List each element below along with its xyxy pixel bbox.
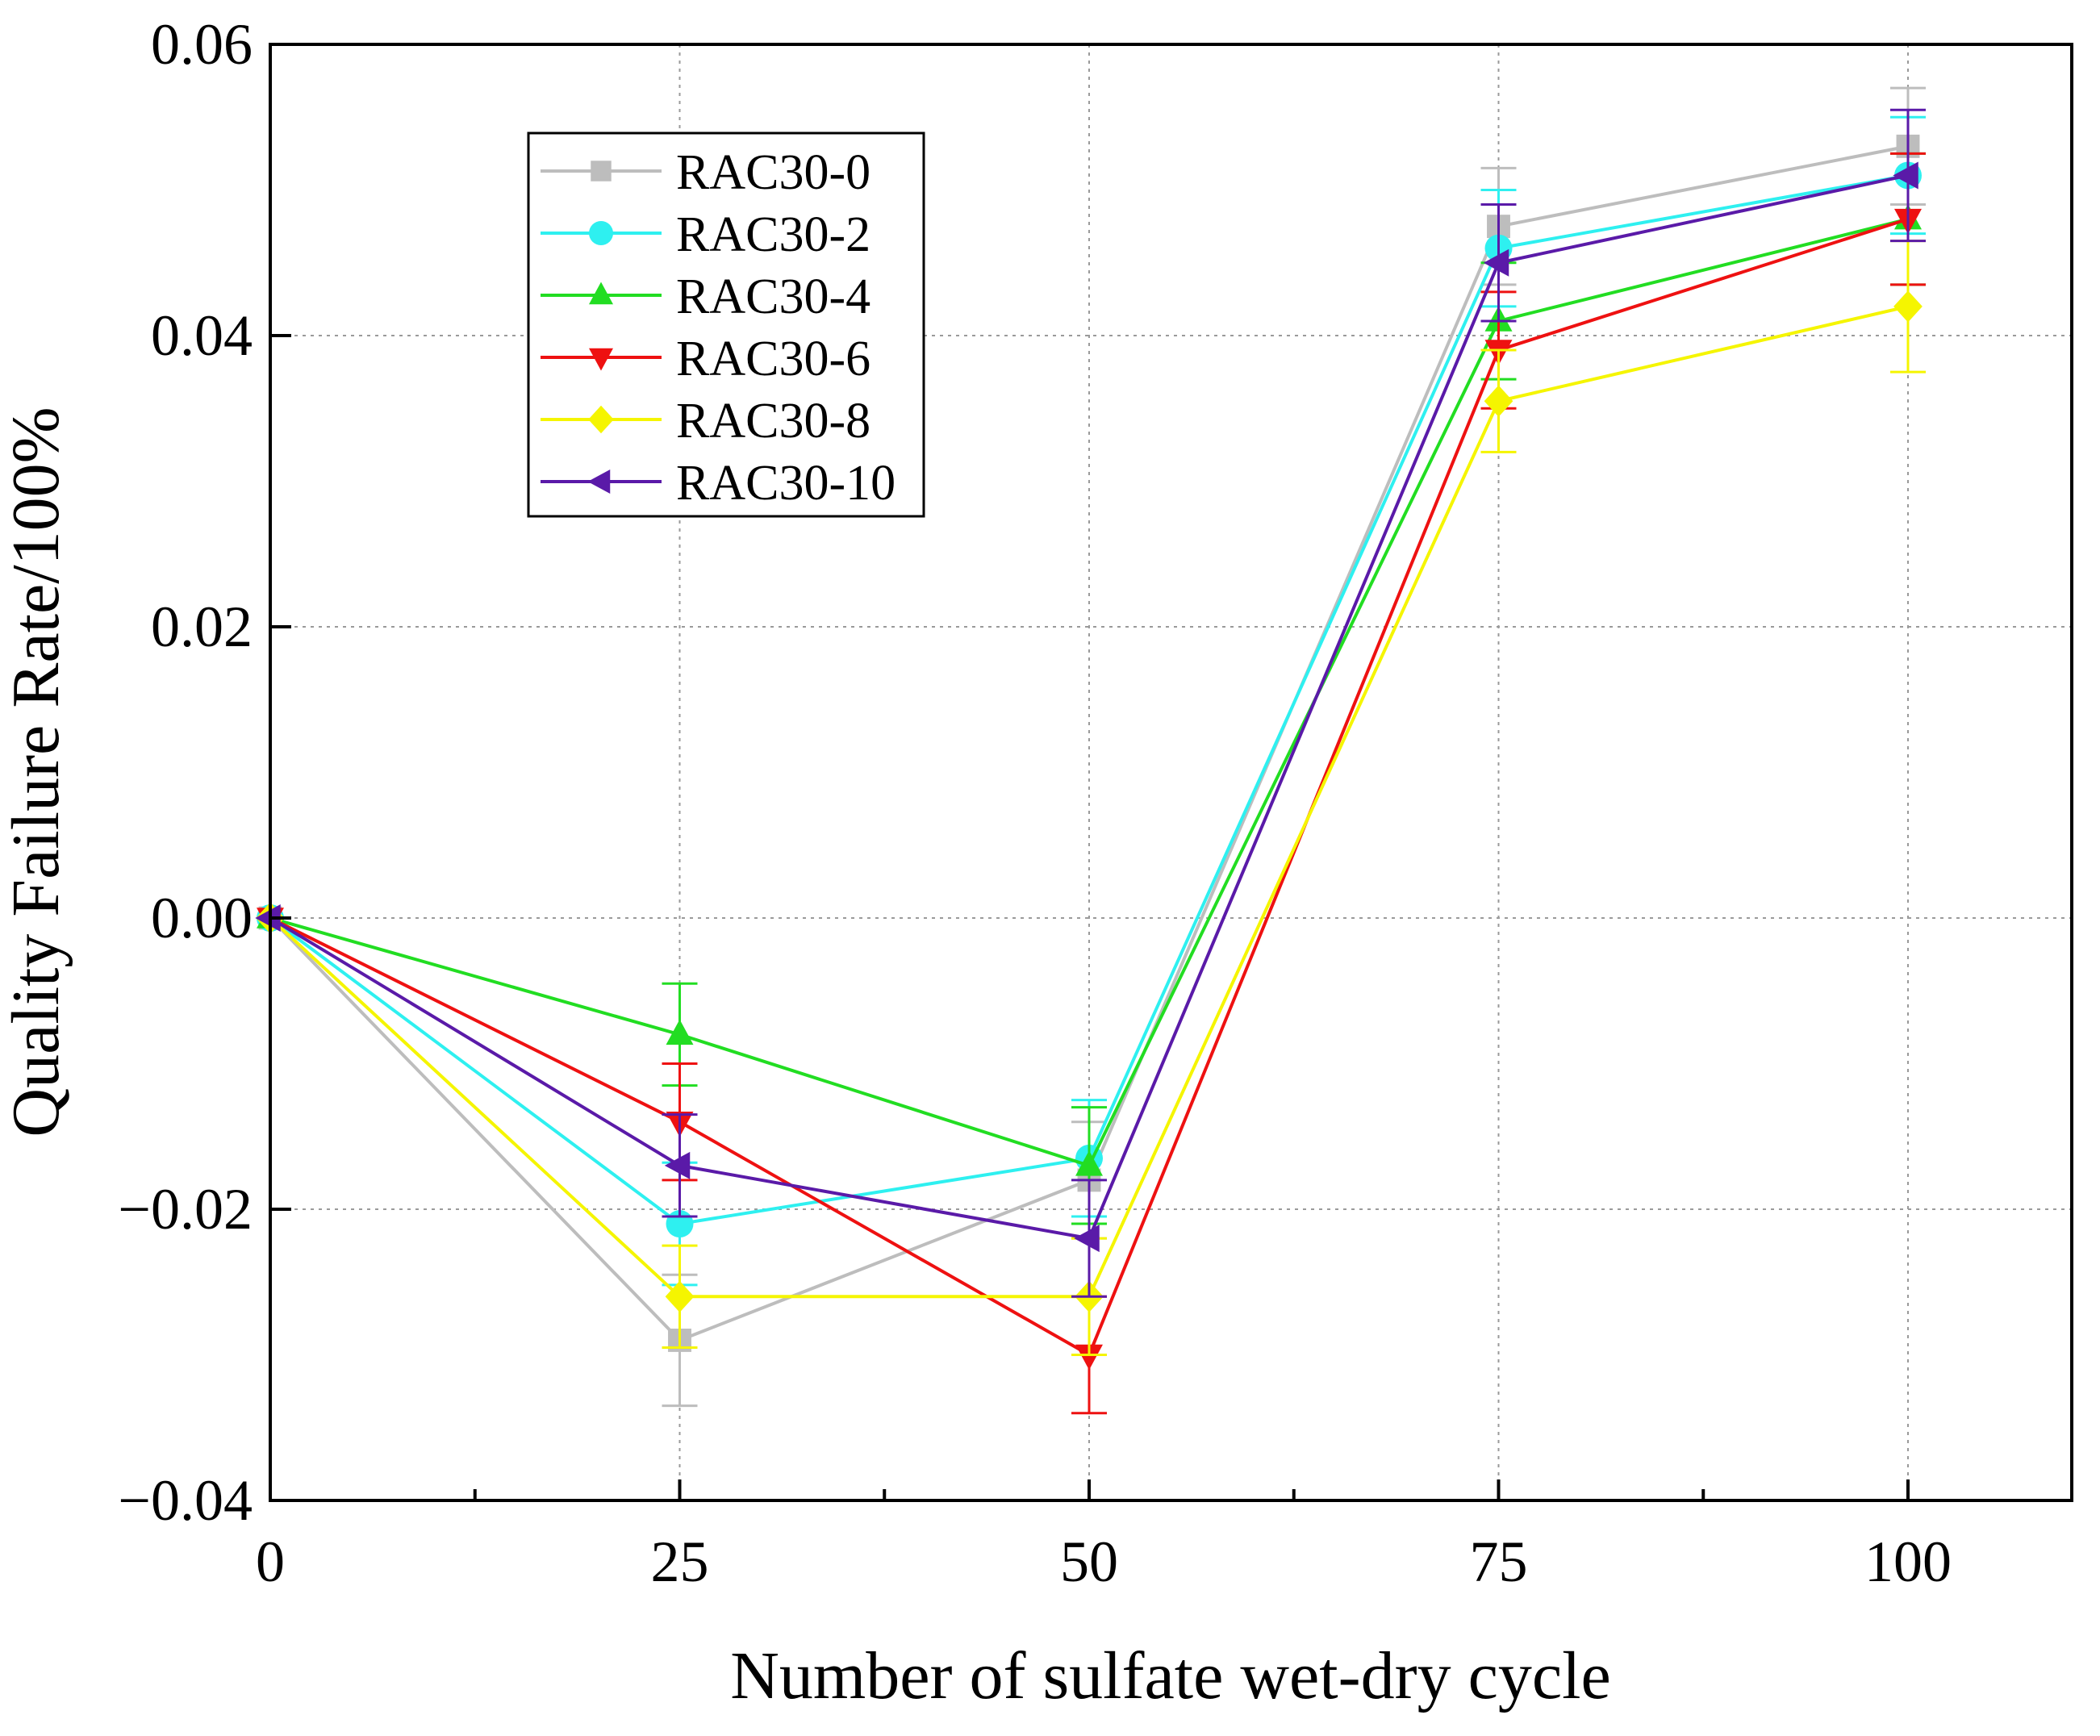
y-tick-label: −0.02	[118, 1177, 253, 1241]
legend-item: RAC30-2	[541, 207, 870, 262]
x-tick-label: 25	[651, 1529, 709, 1594]
legend-item: RAC30-0	[541, 145, 870, 200]
series-RAC30-4	[257, 152, 1926, 1225]
series-RAC30-10	[255, 108, 1926, 1298]
legend-label: RAC30-6	[676, 332, 870, 386]
legend-marker	[591, 161, 612, 182]
legend-item: RAC30-4	[541, 269, 870, 324]
x-tick-label: 50	[1060, 1529, 1118, 1594]
data-point	[666, 1019, 694, 1045]
plot-frame	[269, 43, 2073, 1502]
legend-label: RAC30-4	[676, 269, 870, 324]
data-point	[664, 1151, 691, 1179]
x-tick-label: 0	[256, 1529, 285, 1594]
data-point	[665, 1280, 695, 1312]
data-point	[255, 904, 281, 932]
series-RAC30-0	[258, 86, 1926, 1408]
legend-item: RAC30-6	[541, 332, 870, 386]
legend-item: RAC30-10	[541, 456, 896, 511]
legend-marker	[589, 221, 613, 245]
legend: RAC30-0 RAC30-2 RAC30-4 RAC30-6 RAC30-8 RAC30…	[527, 131, 925, 518]
y-tick-label: 0.04	[151, 303, 253, 368]
legend-marker	[589, 282, 613, 305]
tick-labels: 0 25 50 75 100 −0.04 −0.02 0.00 0.02 0.04 0.06	[118, 12, 1952, 1594]
y-tick-label: 0.02	[151, 595, 253, 659]
legend-marker	[589, 348, 613, 371]
legend-label: RAC30-2	[676, 207, 870, 262]
y-tick-label: 0.00	[151, 886, 253, 950]
tick-layer	[269, 43, 1910, 1502]
series-layer	[255, 86, 1926, 1415]
legend-box	[527, 131, 925, 518]
data-point	[1893, 290, 1923, 323]
data-point	[1075, 1344, 1103, 1371]
x-axis-label: Number of sulfate wet-dry cycle	[730, 1638, 1611, 1713]
data-point	[1483, 248, 1509, 277]
y-tick-label: −0.04	[118, 1468, 253, 1533]
y-tick-label: 0.06	[151, 12, 253, 77]
legend-item: RAC30-8	[541, 394, 870, 449]
legend-marker	[587, 469, 611, 494]
data-point	[1893, 161, 1918, 190]
legend-label: RAC30-10	[676, 456, 896, 511]
legend-marker	[588, 405, 614, 434]
y-axis-label: Quality Failure Rate/100%	[0, 407, 73, 1137]
x-tick-label: 75	[1470, 1529, 1528, 1594]
x-tick-label: 100	[1864, 1529, 1952, 1594]
data-point	[1074, 1225, 1100, 1253]
legend-label: RAC30-8	[676, 394, 870, 449]
legend-label: RAC30-0	[676, 145, 870, 200]
data-point	[1484, 385, 1513, 417]
data-point	[1075, 1150, 1103, 1176]
